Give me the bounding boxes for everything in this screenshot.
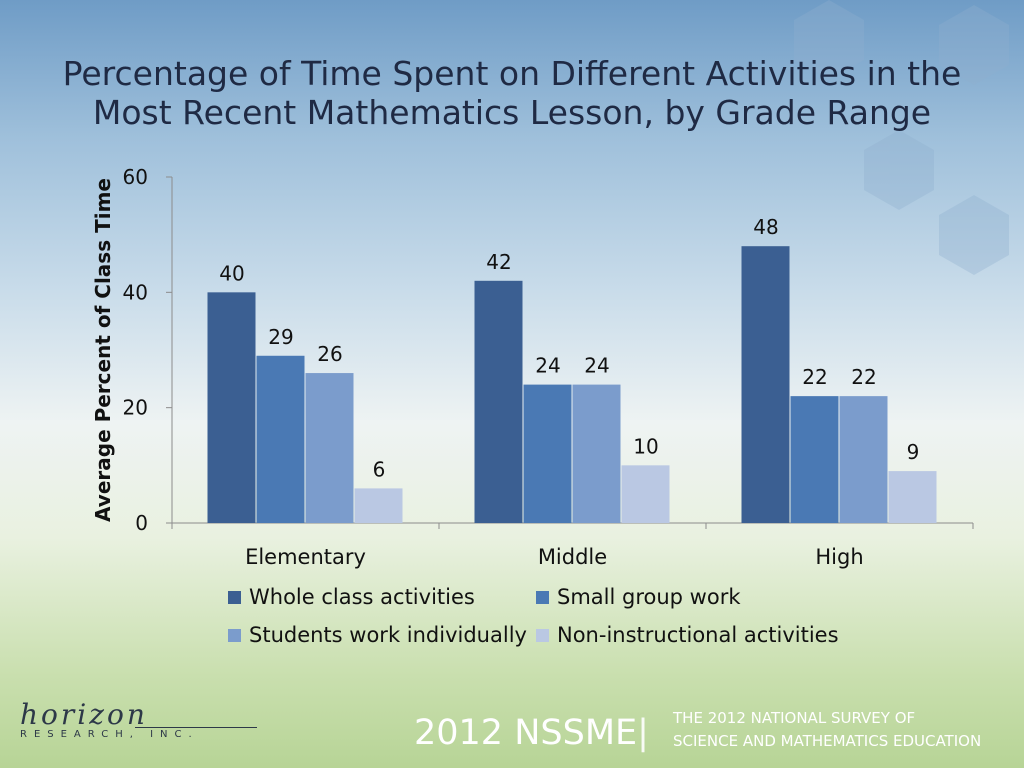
data-label: 42 — [486, 250, 511, 274]
data-label: 24 — [535, 354, 560, 378]
bar — [621, 465, 670, 523]
legend-item-small-group: Small group work — [536, 585, 740, 609]
data-label: 6 — [373, 457, 386, 481]
legend-label: Non-instructional activities — [557, 623, 839, 647]
data-label: 24 — [584, 354, 609, 378]
bar — [523, 384, 572, 523]
legend-item-non-instructional: Non-instructional activities — [536, 623, 839, 647]
horizon-research-logo: horizon RESEARCH, INC. — [20, 698, 257, 740]
bar — [256, 355, 305, 523]
data-label: 40 — [219, 261, 244, 285]
bar — [741, 246, 790, 523]
nssme-brand: 2012 NSSME| — [414, 713, 649, 753]
nssme-brand-text: 2012 NSSME — [414, 713, 638, 753]
nssme-separator: | — [637, 713, 649, 753]
bar — [305, 373, 354, 523]
bar — [207, 292, 256, 523]
legend-label: Whole class activities — [249, 585, 475, 609]
y-tick-label: 20 — [123, 396, 148, 420]
y-tick-label: 40 — [123, 280, 148, 304]
logo-rule — [135, 727, 257, 728]
logo-subtitle: RESEARCH, INC. — [20, 729, 199, 740]
chart-title: Percentage of Time Spent on Different Ac… — [0, 54, 1024, 132]
legend-swatch — [536, 628, 549, 642]
decorative-hexagons — [794, 0, 1009, 275]
legend-item-individual: Students work individually — [228, 623, 527, 647]
legend-swatch — [536, 590, 549, 604]
survey-name: THE 2012 NATIONAL SURVEY OF SCIENCE AND … — [673, 707, 981, 753]
data-label: 22 — [851, 365, 876, 389]
bar — [572, 384, 621, 523]
logo-script-text: horizon — [20, 698, 148, 731]
data-label: 10 — [633, 434, 658, 458]
data-label: 29 — [268, 325, 293, 349]
bar — [790, 396, 839, 523]
legend-label: Students work individually — [249, 623, 527, 647]
y-tick-label: 0 — [135, 511, 148, 535]
survey-line-1: THE 2012 NATIONAL SURVEY OF — [673, 709, 916, 727]
chart-title-line-1: Percentage of Time Spent on Different Ac… — [62, 54, 962, 93]
data-label: 9 — [907, 440, 920, 464]
legend-swatch — [228, 628, 241, 642]
bar — [474, 280, 523, 523]
data-label: 26 — [317, 342, 342, 366]
y-axis-title: Average Percent of Class Time — [91, 178, 115, 522]
bar — [839, 396, 888, 523]
data-label: 22 — [802, 365, 827, 389]
x-category-label: Elementary — [245, 545, 366, 569]
legend-label: Small group work — [557, 585, 741, 609]
bar — [888, 471, 937, 523]
x-category-label: High — [815, 545, 863, 569]
bar-chart: 0 20 40 60 Average Percent of Class Time 40 29… — [91, 165, 974, 569]
legend-swatch — [228, 590, 241, 604]
data-label: 48 — [753, 215, 778, 239]
survey-line-2: SCIENCE AND MATHEMATICS EDUCATION — [673, 732, 982, 750]
legend-item-whole-class: Whole class activities — [228, 585, 475, 609]
y-tick-label: 60 — [123, 165, 148, 189]
x-category-label: Middle — [538, 545, 607, 569]
bar — [354, 488, 403, 523]
chart-title-line-2: Most Recent Mathematics Lesson, by Grade… — [92, 93, 932, 132]
